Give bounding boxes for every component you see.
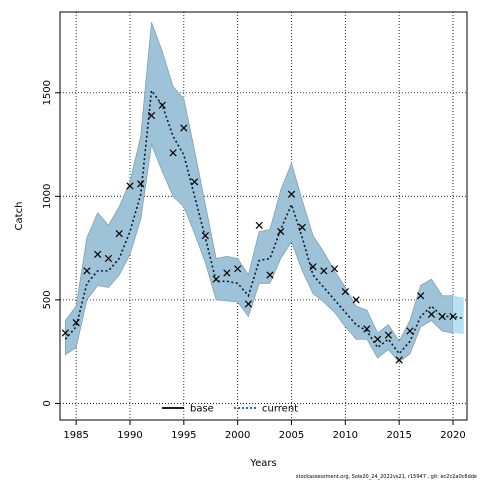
observation-point-1990 bbox=[126, 182, 134, 190]
x-tick-label-2010: 2010 bbox=[333, 430, 358, 441]
observation-point-2017 bbox=[417, 292, 425, 300]
observation-point-2003 bbox=[266, 271, 274, 279]
x-tick-label-1995: 1995 bbox=[171, 430, 196, 441]
observation-point-2009 bbox=[330, 265, 339, 273]
observation-point-2011 bbox=[352, 296, 360, 304]
current-series-line bbox=[64, 88, 464, 356]
observation-point-2002 bbox=[255, 221, 263, 229]
observation-point-2001 bbox=[244, 300, 253, 308]
observation-point-2010 bbox=[341, 287, 349, 296]
observation-point-1992 bbox=[147, 111, 156, 120]
x-tick-label-2020: 2020 bbox=[440, 430, 465, 441]
y-axis-label: Catch bbox=[14, 202, 25, 231]
current-line bbox=[64, 88, 464, 356]
legend-label-current: current bbox=[262, 404, 298, 415]
x-axis-label: Years bbox=[249, 458, 276, 469]
observation-point-2014 bbox=[384, 331, 393, 339]
observation-point-2005 bbox=[287, 190, 296, 198]
observation-point-1995 bbox=[180, 124, 188, 132]
observation-point-1985 bbox=[72, 319, 80, 327]
x-tick-label-1990: 1990 bbox=[117, 430, 142, 441]
legend: base current bbox=[162, 404, 298, 415]
footnote: stockassessment.org, Sole20_24_2022vs21,… bbox=[296, 474, 477, 480]
observation-point-2016 bbox=[406, 327, 414, 335]
y-tick-label-1500: 1500 bbox=[42, 80, 53, 105]
observation-point-2004 bbox=[277, 227, 285, 236]
observation-point-1996 bbox=[190, 178, 199, 186]
confidence-band bbox=[64, 22, 464, 363]
y-axis-ticks: 0 500 1000 1500 bbox=[42, 80, 60, 407]
confidence-band-main bbox=[64, 22, 454, 363]
x-tick-label-2005: 2005 bbox=[279, 430, 304, 441]
y-tick-label-1000: 1000 bbox=[42, 184, 53, 209]
observation-point-2006 bbox=[298, 223, 306, 232]
x-tick-label-2015: 2015 bbox=[386, 430, 411, 441]
legend-label-base: base bbox=[190, 404, 214, 415]
observation-point-2007 bbox=[309, 263, 317, 271]
observation-point-2000 bbox=[234, 265, 242, 273]
x-tick-label-2000: 2000 bbox=[225, 430, 250, 441]
observation-point-1993 bbox=[158, 101, 166, 109]
observation-point-1984 bbox=[61, 329, 70, 337]
observation-point-1988 bbox=[104, 254, 113, 263]
observation-point-2012 bbox=[363, 325, 371, 333]
observation-markers bbox=[61, 101, 457, 364]
x-tick-label-1985: 1985 bbox=[63, 430, 88, 441]
observation-point-1997 bbox=[201, 232, 209, 240]
plot-frame bbox=[59, 11, 468, 421]
observation-point-2019 bbox=[438, 312, 446, 321]
observation-point-1987 bbox=[94, 250, 102, 258]
observation-point-2008 bbox=[320, 267, 328, 275]
observation-point-1989 bbox=[115, 229, 123, 238]
observation-point-2015 bbox=[395, 356, 403, 364]
observation-point-1998 bbox=[212, 275, 220, 283]
x-axis-ticks: 1985 1990 1995 2000 2005 2010 2015 2020 bbox=[63, 420, 466, 441]
observation-point-1986 bbox=[83, 267, 91, 275]
y-tick-label-500: 500 bbox=[42, 290, 53, 309]
y-tick-label-0: 0 bbox=[42, 400, 53, 406]
observation-point-2013 bbox=[374, 335, 382, 343]
confidence-band-forecast bbox=[453, 295, 464, 335]
observation-point-1991 bbox=[137, 180, 145, 188]
observation-point-1999 bbox=[223, 269, 231, 277]
observation-point-2020 bbox=[449, 312, 457, 321]
observation-point-1994 bbox=[169, 149, 177, 157]
observation-point-2018 bbox=[427, 310, 436, 318]
